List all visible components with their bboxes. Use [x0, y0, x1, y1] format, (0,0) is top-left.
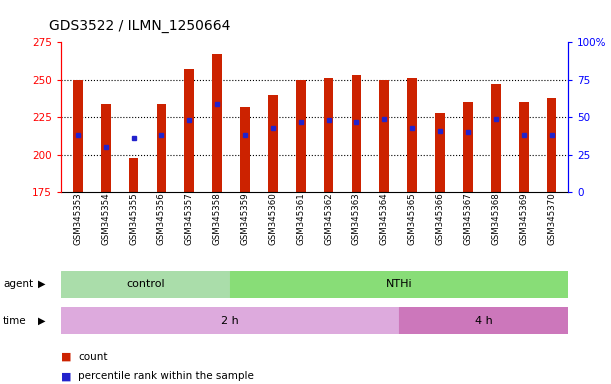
Bar: [73, 80, 82, 192]
Bar: [61, 271, 230, 298]
Bar: [129, 157, 139, 192]
Text: GSM345355: GSM345355: [129, 192, 138, 245]
Text: GSM345359: GSM345359: [241, 192, 249, 245]
Text: agent: agent: [3, 279, 33, 289]
Text: ▶: ▶: [38, 279, 45, 289]
Text: 4 h: 4 h: [475, 316, 492, 326]
Bar: [61, 307, 399, 334]
Text: percentile rank within the sample: percentile rank within the sample: [78, 371, 254, 381]
Text: GSM345357: GSM345357: [185, 192, 194, 245]
Text: GSM345365: GSM345365: [408, 192, 417, 245]
Text: ■: ■: [61, 371, 71, 381]
Text: ■: ■: [61, 352, 71, 362]
Text: time: time: [3, 316, 27, 326]
Bar: [101, 104, 111, 192]
Bar: [519, 102, 529, 192]
Bar: [296, 80, 306, 192]
Bar: [156, 104, 166, 192]
Text: GSM345368: GSM345368: [491, 192, 500, 245]
Text: GSM345364: GSM345364: [380, 192, 389, 245]
Text: GSM345367: GSM345367: [463, 192, 472, 245]
Bar: [324, 78, 334, 192]
Text: ▶: ▶: [38, 316, 45, 326]
Text: control: control: [126, 279, 165, 289]
Text: GSM345366: GSM345366: [436, 192, 445, 245]
Text: GSM345353: GSM345353: [73, 192, 82, 245]
Text: count: count: [78, 352, 108, 362]
Text: GSM345354: GSM345354: [101, 192, 110, 245]
Text: GSM345362: GSM345362: [324, 192, 333, 245]
Bar: [491, 84, 500, 192]
Bar: [212, 54, 222, 192]
Bar: [185, 69, 194, 192]
Bar: [547, 98, 557, 192]
Text: NTHi: NTHi: [386, 279, 412, 289]
Bar: [240, 107, 250, 192]
Text: GSM345358: GSM345358: [213, 192, 222, 245]
Text: GDS3522 / ILMN_1250664: GDS3522 / ILMN_1250664: [49, 19, 230, 33]
Text: GSM345363: GSM345363: [352, 192, 361, 245]
Bar: [408, 78, 417, 192]
Bar: [268, 95, 278, 192]
Bar: [230, 271, 568, 298]
Text: GSM345370: GSM345370: [547, 192, 556, 245]
Bar: [379, 80, 389, 192]
Bar: [351, 75, 361, 192]
Text: 2 h: 2 h: [221, 316, 239, 326]
Text: GSM345361: GSM345361: [296, 192, 306, 245]
Text: GSM345369: GSM345369: [519, 192, 528, 245]
Bar: [435, 113, 445, 192]
Bar: [463, 102, 473, 192]
Text: GSM345356: GSM345356: [157, 192, 166, 245]
Bar: [399, 307, 568, 334]
Text: GSM345360: GSM345360: [268, 192, 277, 245]
